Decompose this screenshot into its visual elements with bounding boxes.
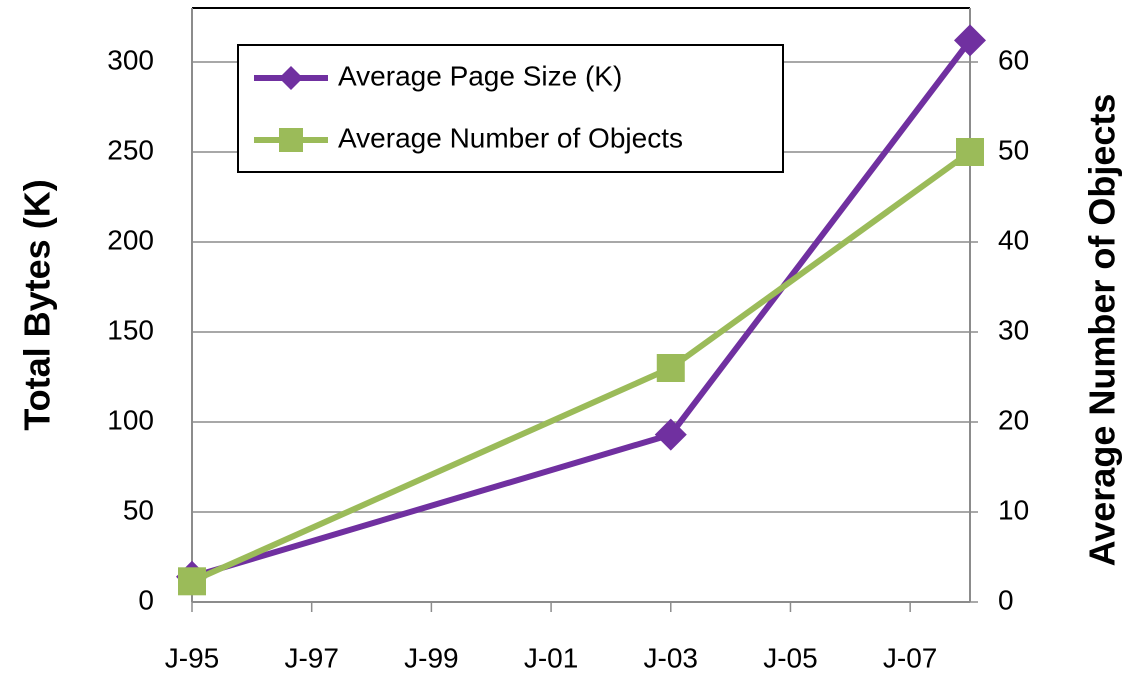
- legend-label: Average Number of Objects: [338, 122, 683, 153]
- y2-tick-label: 10: [998, 494, 1029, 525]
- y2-tick-label: 50: [998, 134, 1029, 165]
- y-tick-label: 200: [107, 224, 154, 255]
- x-tick-label: J-03: [644, 642, 698, 673]
- y2-tick-label: 20: [998, 404, 1029, 435]
- y-tick-label: 250: [107, 134, 154, 165]
- point-marker: [956, 138, 984, 166]
- y-tick-label: 300: [107, 44, 154, 75]
- point-marker: [654, 418, 687, 451]
- point-marker: [279, 128, 303, 152]
- y-tick-label: 0: [138, 584, 154, 615]
- x-tick-label: J-05: [763, 642, 817, 673]
- legend-label: Average Page Size (K): [338, 60, 622, 91]
- x-tick-label: J-97: [284, 642, 338, 673]
- y-axis-label: Total Bytes (K): [17, 179, 58, 430]
- x-tick-label: J-07: [883, 642, 937, 673]
- legend-box: [237, 44, 784, 173]
- x-tick-label: J-95: [165, 642, 219, 673]
- y-tick-label: 150: [107, 314, 154, 345]
- point-marker: [178, 567, 206, 596]
- x-tick-label: J-99: [404, 642, 458, 673]
- y-tick-label: 50: [123, 494, 154, 525]
- point-marker: [954, 24, 986, 57]
- point-marker: [279, 66, 303, 90]
- y2-tick-label: 60: [998, 44, 1029, 75]
- y2-axis-label: Average Number of Objects: [1082, 94, 1123, 567]
- y-tick-label: 100: [107, 404, 154, 435]
- x-tick-label: J-01: [524, 642, 578, 673]
- y2-tick-label: 0: [998, 584, 1014, 615]
- point-marker: [656, 354, 685, 382]
- y2-tick-label: 30: [998, 314, 1029, 345]
- y2-tick-label: 40: [998, 224, 1029, 255]
